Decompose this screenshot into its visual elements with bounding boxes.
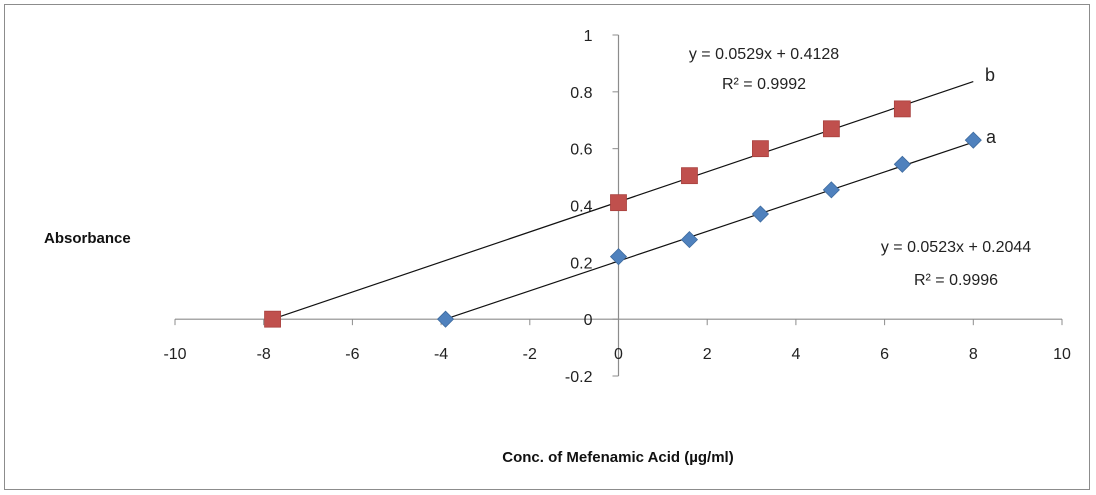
data-point-a bbox=[751, 205, 769, 223]
equation-b: y = 0.0529x + 0.4128 bbox=[689, 46, 839, 63]
y-axis-title: Absorbance bbox=[44, 230, 131, 247]
series-label-a: a bbox=[986, 127, 997, 147]
data-point-a bbox=[609, 248, 628, 266]
data-point-a bbox=[964, 131, 982, 149]
x-axis-title: Conc. of Mefenamic Acid (µg/ml) bbox=[502, 449, 733, 466]
x-tick-label: 4 bbox=[791, 346, 800, 363]
x-tick-label: 10 bbox=[1053, 346, 1071, 363]
data-point-a bbox=[680, 231, 699, 249]
x-tick-label: 2 bbox=[703, 346, 712, 363]
x-tick-label: 8 bbox=[969, 346, 978, 363]
y-tick-label: 0.8 bbox=[570, 85, 592, 102]
trendline-a bbox=[445, 141, 974, 320]
x-tick-label: 6 bbox=[880, 346, 889, 363]
data-point-a bbox=[436, 310, 455, 328]
chart-labels: Absorbance Conc. of Mefenamic Acid (µg/m… bbox=[44, 46, 1031, 466]
y-tick-label: 0.6 bbox=[570, 142, 592, 159]
data-point-b bbox=[681, 167, 698, 185]
x-tick-label: -2 bbox=[523, 346, 537, 363]
x-tick-label: -4 bbox=[434, 346, 448, 363]
r2-a: R² = 0.9996 bbox=[914, 272, 998, 289]
data-point-b bbox=[264, 310, 281, 328]
x-tick-label: 0 bbox=[614, 346, 623, 363]
data-point-b bbox=[610, 194, 627, 212]
data-point-b bbox=[893, 100, 911, 118]
y-tick-label: -0.2 bbox=[565, 369, 593, 386]
x-tick-label: -8 bbox=[257, 346, 271, 363]
y-tick-label: 0 bbox=[584, 312, 593, 329]
equation-a: y = 0.0523x + 0.2044 bbox=[881, 239, 1031, 256]
series-label-b: b bbox=[985, 65, 995, 85]
data-point-a bbox=[893, 155, 911, 173]
data-point-a bbox=[822, 181, 840, 199]
chart-frame bbox=[4, 4, 1090, 490]
x-tick-label: -10 bbox=[163, 346, 186, 363]
data-points bbox=[264, 100, 982, 328]
y-tick-label: 1 bbox=[584, 28, 593, 45]
data-point-b bbox=[752, 140, 769, 158]
axes: -10 -8 -6 -4 -2 0 2 4 6 8 10 -0.2 0 0.2 0.4 0.6 0.8 1 bbox=[163, 28, 1071, 386]
y-tick-label: 0.4 bbox=[570, 199, 592, 216]
data-point-b bbox=[822, 120, 840, 138]
x-tick-label: -6 bbox=[345, 346, 359, 363]
r2-b: R² = 0.9992 bbox=[722, 76, 806, 93]
y-tick-label: 0.2 bbox=[570, 255, 592, 272]
